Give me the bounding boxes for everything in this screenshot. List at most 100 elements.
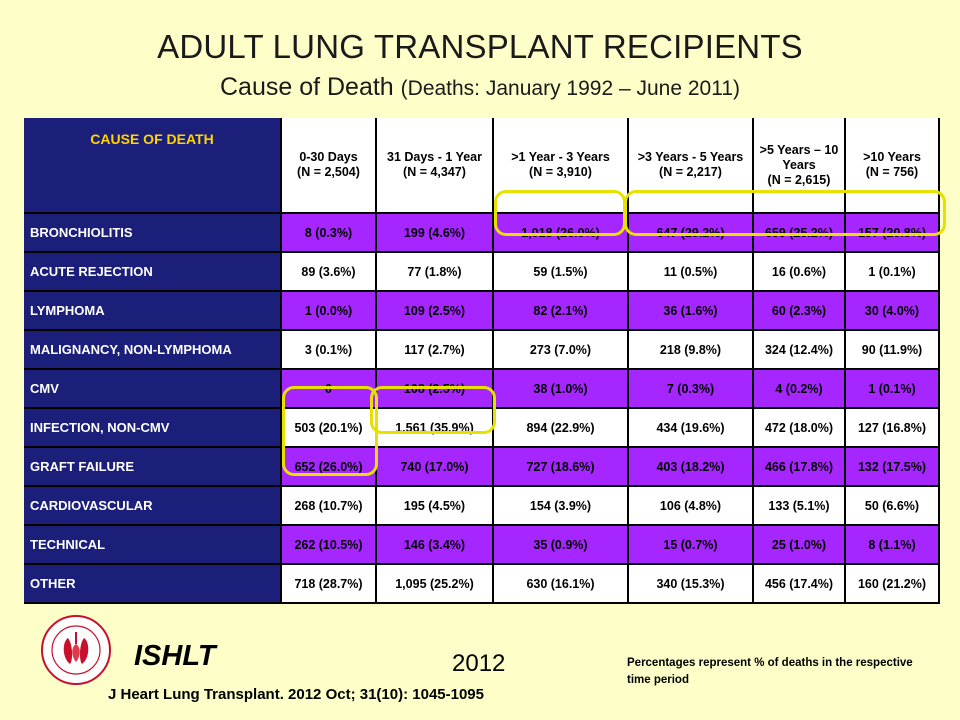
value-cell: 195 (4.5%) — [377, 487, 494, 526]
value-cell: 77 (1.8%) — [377, 253, 494, 292]
value-cell: 30 (4.0%) — [846, 292, 940, 331]
column-header: >3 Years - 5 Years (N = 2,217) — [629, 118, 754, 214]
value-cell: 154 (3.9%) — [494, 487, 629, 526]
column-header: 31 Days - 1 Year (N = 4,347) — [377, 118, 494, 214]
value-cell: 38 (1.0%) — [494, 370, 629, 409]
value-cell: 132 (17.5%) — [846, 448, 940, 487]
value-cell: 157 (20.8%) — [846, 214, 940, 253]
value-cell: 894 (22.9%) — [494, 409, 629, 448]
value-cell: 630 (16.1%) — [494, 565, 629, 604]
cause-cell: TECHNICAL — [24, 526, 282, 565]
value-cell: 1,561 (35.9%) — [377, 409, 494, 448]
value-cell: 60 (2.3%) — [754, 292, 846, 331]
cause-column-header: CAUSE OF DEATH — [24, 118, 282, 214]
page-subtitle: Cause of Death (Deaths: January 1992 – J… — [0, 70, 960, 106]
cause-cell: MALIGNANCY, NON-LYMPHOMA — [24, 331, 282, 370]
value-cell: 4 (0.2%) — [754, 370, 846, 409]
value-cell: 268 (10.7%) — [282, 487, 377, 526]
value-cell: 403 (18.2%) — [629, 448, 754, 487]
cause-cell: CMV — [24, 370, 282, 409]
value-cell: 0 — [282, 370, 377, 409]
value-cell: 727 (18.6%) — [494, 448, 629, 487]
value-cell: 1,018 (26.0%) — [494, 214, 629, 253]
value-cell: 117 (2.7%) — [377, 331, 494, 370]
table-header-row: CAUSE OF DEATH 0-30 Days (N = 2,504) 31 D… — [24, 118, 940, 214]
table-row: GRAFT FAILURE 652 (26.0%) 740 (17.0%) 727 (… — [24, 448, 940, 487]
value-cell: 133 (5.1%) — [754, 487, 846, 526]
value-cell: 718 (28.7%) — [282, 565, 377, 604]
value-cell: 273 (7.0%) — [494, 331, 629, 370]
value-cell: 59 (1.5%) — [494, 253, 629, 292]
value-cell: 647 (29.2%) — [629, 214, 754, 253]
value-cell: 109 (2.5%) — [377, 292, 494, 331]
title-block: ADULT LUNG TRANSPLANT RECIPIENTS Cause o… — [0, 28, 960, 106]
value-cell: 35 (0.9%) — [494, 526, 629, 565]
table-row: BRONCHIOLITIS 8 (0.3%) 199 (4.6%) 1,018 (26… — [24, 214, 940, 253]
cause-cell: ACUTE REJECTION — [24, 253, 282, 292]
value-cell: 456 (17.4%) — [754, 565, 846, 604]
value-cell: 1 (0.1%) — [846, 253, 940, 292]
value-cell: 11 (0.5%) — [629, 253, 754, 292]
ishlt-logo — [40, 614, 112, 686]
cause-of-death-table-wrap: CAUSE OF DEATH 0-30 Days (N = 2,504) 31 D… — [24, 118, 940, 604]
value-cell: 106 (4.8%) — [629, 487, 754, 526]
citation: J Heart Lung Transplant. 2012 Oct; 31(10… — [108, 686, 484, 703]
table-row: TECHNICAL 262 (10.5%) 146 (3.4%) 35 (0.9%) 1… — [24, 526, 940, 565]
cause-cell: GRAFT FAILURE — [24, 448, 282, 487]
value-cell: 199 (4.6%) — [377, 214, 494, 253]
cause-of-death-table: CAUSE OF DEATH 0-30 Days (N = 2,504) 31 D… — [24, 118, 940, 604]
value-cell: 652 (26.0%) — [282, 448, 377, 487]
value-cell: 262 (10.5%) — [282, 526, 377, 565]
value-cell: 1 (0.1%) — [846, 370, 940, 409]
column-header: >1 Year - 3 Years (N = 3,910) — [494, 118, 629, 214]
table-row: LYMPHOMA 1 (0.0%) 109 (2.5%) 82 (2.1%) 36 (1… — [24, 292, 940, 331]
value-cell: 218 (9.8%) — [629, 331, 754, 370]
value-cell: 50 (6.6%) — [846, 487, 940, 526]
cause-cell: CARDIOVASCULAR — [24, 487, 282, 526]
column-header: 0-30 Days (N = 2,504) — [282, 118, 377, 214]
cause-cell: OTHER — [24, 565, 282, 604]
column-header: >5 Years – 10 Years (N = 2,615) — [754, 118, 846, 214]
page-title: ADULT LUNG TRANSPLANT RECIPIENTS — [157, 28, 803, 65]
cause-cell: LYMPHOMA — [24, 292, 282, 331]
value-cell: 36 (1.6%) — [629, 292, 754, 331]
org-name: ISHLT — [134, 640, 216, 672]
table-row: CARDIOVASCULAR 268 (10.7%) 195 (4.5%) 154 (… — [24, 487, 940, 526]
value-cell: 1,095 (25.2%) — [377, 565, 494, 604]
value-cell: 146 (3.4%) — [377, 526, 494, 565]
table-row: MALIGNANCY, NON-LYMPHOMA 3 (0.1%) 117 (2.7… — [24, 331, 940, 370]
value-cell: 340 (15.3%) — [629, 565, 754, 604]
subtitle-date-range: (Deaths: January 1992 – June 2011) — [400, 77, 740, 100]
cause-cell: BRONCHIOLITIS — [24, 214, 282, 253]
value-cell: 434 (19.6%) — [629, 409, 754, 448]
value-cell: 324 (12.4%) — [754, 331, 846, 370]
value-cell: 25 (1.0%) — [754, 526, 846, 565]
table-row: CMV 0 108 (2.5%) 38 (1.0%) 7 (0.3%) 4 (0.2%) 1… — [24, 370, 940, 409]
value-cell: 90 (11.9%) — [846, 331, 940, 370]
subtitle-main: Cause of Death — [219, 73, 394, 101]
value-cell: 659 (25.2%) — [754, 214, 846, 253]
value-cell: 160 (21.2%) — [846, 565, 940, 604]
value-cell: 503 (20.1%) — [282, 409, 377, 448]
percentages-note: Percentages represent % of deaths in the… — [627, 657, 913, 686]
value-cell: 127 (16.8%) — [846, 409, 940, 448]
value-cell: 8 (1.1%) — [846, 526, 940, 565]
year-label: 2012 — [452, 650, 506, 677]
value-cell: 7 (0.3%) — [629, 370, 754, 409]
value-cell: 89 (3.6%) — [282, 253, 377, 292]
value-cell: 82 (2.1%) — [494, 292, 629, 331]
value-cell: 16 (0.6%) — [754, 253, 846, 292]
table-row: OTHER 718 (28.7%) 1,095 (25.2%) 630 (16.1%)… — [24, 565, 940, 604]
value-cell: 472 (18.0%) — [754, 409, 846, 448]
value-cell: 108 (2.5%) — [377, 370, 494, 409]
value-cell: 8 (0.3%) — [282, 214, 377, 253]
value-cell: 1 (0.0%) — [282, 292, 377, 331]
table-row: ACUTE REJECTION 89 (3.6%) 77 (1.8%) 59 (1.5… — [24, 253, 940, 292]
value-cell: 3 (0.1%) — [282, 331, 377, 370]
column-header: >10 Years (N = 756) — [846, 118, 940, 214]
value-cell: 466 (17.8%) — [754, 448, 846, 487]
table-row: INFECTION, NON-CMV 503 (20.1%) 1,561 (35.9… — [24, 409, 940, 448]
value-cell: 15 (0.7%) — [629, 526, 754, 565]
cause-cell: INFECTION, NON-CMV — [24, 409, 282, 448]
value-cell: 740 (17.0%) — [377, 448, 494, 487]
